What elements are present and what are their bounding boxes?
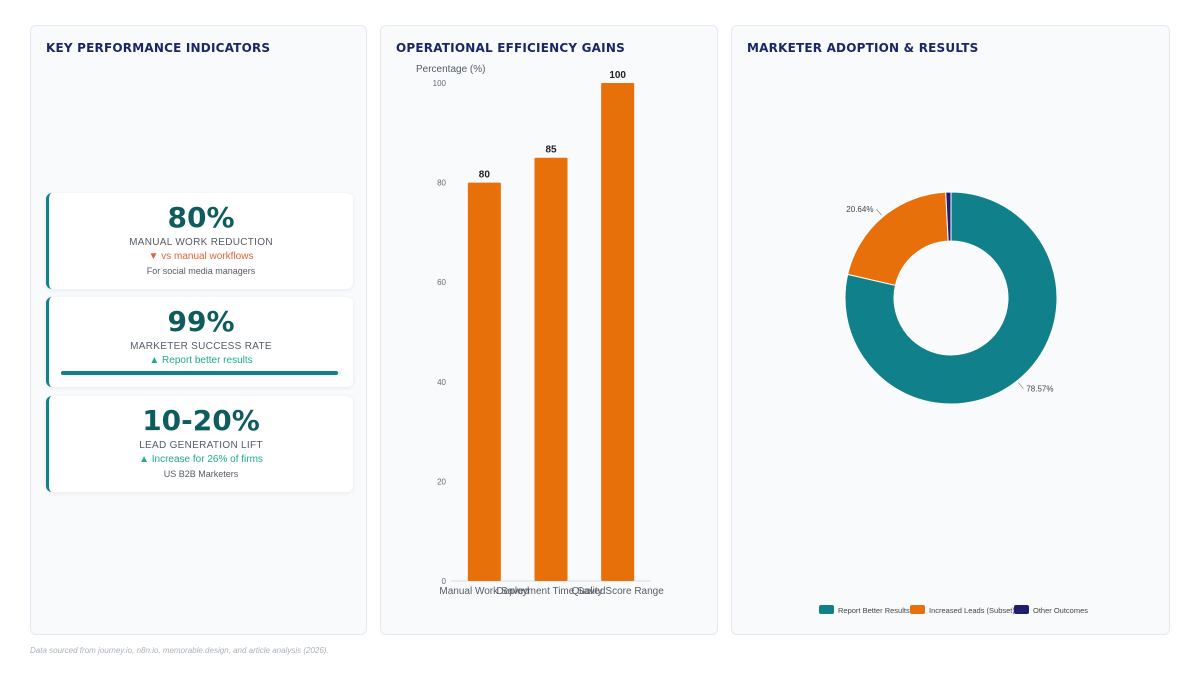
adoption-panel: MARKETER ADOPTION & RESULTS 78.57% 20.64%…: [731, 25, 1170, 635]
slice-leader-line: [1018, 382, 1024, 389]
legend-item[interactable]: Other Outcomes: [1014, 605, 1088, 615]
y-tick-label: 60: [437, 278, 446, 287]
x-tick-label: Deployment Time Saved: [497, 586, 606, 597]
efficiency-panel: OPERATIONAL EFFICIENCY GAINS Percentage …: [380, 25, 718, 635]
kpi-value: 99%: [167, 305, 235, 338]
bar-chart: Percentage (%) 0 20 40 60 80 100 80 85 100 Manu…: [416, 64, 665, 597]
bar: [467, 182, 501, 581]
efficiency-panel-title: OPERATIONAL EFFICIENCY GAINS: [396, 41, 625, 55]
bar-value-label: 85: [545, 145, 557, 156]
kpi-label: MANUAL WORK REDUCTION: [129, 237, 273, 248]
kpi-label: LEAD GENERATION LIFT: [139, 440, 263, 451]
donut-slice: [844, 191, 1058, 405]
kpi-subtext: For social media managers: [146, 266, 256, 276]
donut-chart: 78.57% 20.64% Report Better Results Increa…: [819, 191, 1088, 615]
source-note: Data sourced from journey.io, n8n.io, me…: [30, 646, 329, 655]
bar: [601, 83, 635, 581]
legend-swatch: [910, 605, 925, 614]
bar-value-label: 100: [609, 70, 626, 81]
slice-percent-label: 20.64%: [846, 205, 873, 214]
kpi-panel-title: KEY PERFORMANCE INDICATORS: [46, 41, 271, 55]
y-tick-label: 80: [437, 179, 446, 188]
legend-label: Other Outcomes: [1033, 606, 1088, 615]
x-tick-label: Quality Score Range: [572, 586, 665, 597]
y-axis-title: Percentage (%): [416, 64, 485, 75]
bar-value-label: 80: [479, 170, 491, 181]
kpi-value: 80%: [167, 201, 235, 234]
legend-swatch: [1014, 605, 1029, 614]
donut-slice: [847, 191, 949, 286]
legend-label: Report Better Results: [838, 606, 910, 615]
kpi-trend: ▼ vs manual workflows: [148, 251, 254, 262]
kpi-trend: ▲ Increase for 26% of firms: [139, 454, 263, 465]
y-tick-label: 20: [437, 477, 446, 486]
slice-percent-label: 78.57%: [1026, 385, 1053, 394]
slice-leader-line: [876, 208, 882, 216]
kpi-card-manual-work: 80% MANUAL WORK REDUCTION ▼ vs manual wo…: [46, 193, 353, 289]
legend-item[interactable]: Report Better Results: [819, 605, 910, 615]
kpi-card-lead-lift: 10-20% LEAD GENERATION LIFT ▲ Increase f…: [46, 396, 353, 492]
kpi-panel: KEY PERFORMANCE INDICATORS 80% MANUAL WO…: [30, 25, 367, 635]
bar: [534, 157, 568, 581]
kpi-value: 10-20%: [142, 404, 260, 437]
donut-slice: [945, 191, 952, 242]
kpi-trend: ▲ Report better results: [149, 355, 253, 366]
legend-label: Increased Leads (Subset): [929, 606, 1015, 615]
legend-swatch: [819, 605, 834, 614]
kpi-card-success-rate: 99% MARKETER SUCCESS RATE ▲ Report bette…: [46, 297, 353, 387]
y-tick-label: 100: [433, 79, 447, 88]
x-tick-label: Manual Work Saved: [439, 586, 529, 597]
kpi-subtext: US B2B Marketers: [163, 469, 239, 479]
y-tick-label: 0: [442, 577, 447, 586]
y-tick-label: 40: [437, 378, 446, 387]
adoption-panel-title: MARKETER ADOPTION & RESULTS: [747, 41, 979, 55]
kpi-progress-bar: [61, 371, 341, 375]
legend-item[interactable]: Increased Leads (Subset): [910, 605, 1015, 615]
kpi-progress-fill: [61, 371, 339, 375]
kpi-label: MARKETER SUCCESS RATE: [130, 341, 272, 352]
